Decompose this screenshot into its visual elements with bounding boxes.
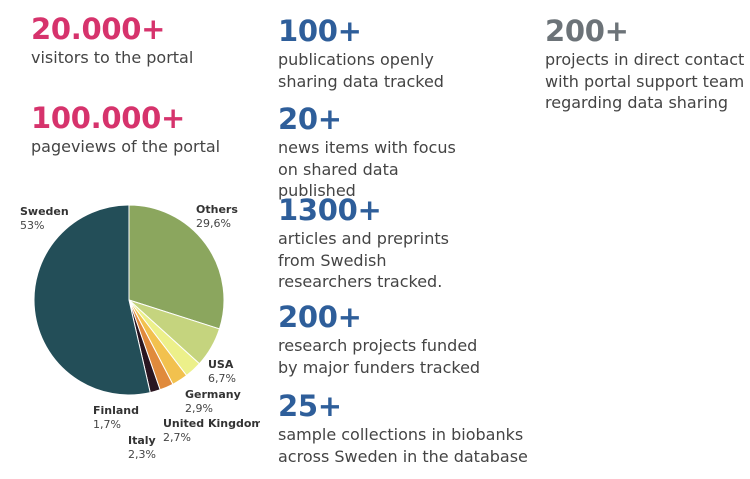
stat-projects-funded: 200+ research projects funded by major f… (278, 302, 483, 378)
pie-value-others: 29,6% (196, 217, 231, 230)
stat-number: 200+ (278, 300, 362, 334)
stat-projects-contact: 200+ projects in direct contact with por… (545, 16, 750, 114)
stat-number: 100+ (278, 14, 362, 48)
stat-text: articles and preprints from Swedish rese… (278, 229, 449, 291)
stat-text: projects in direct contact with portal s… (545, 50, 745, 112)
pie-label-finland: Finland (93, 404, 139, 417)
stat-news: 20+ news items with focus on shared data… (278, 104, 478, 202)
stat-publications: 100+ publications openly sharing data tr… (278, 16, 493, 92)
stat-collections: 25+ sample collections in biobanks acros… (278, 391, 528, 467)
pie-label-united-kingdom: United Kingdom (163, 417, 260, 430)
pie-value-italy: 2,3% (128, 448, 156, 461)
stat-number: 1300+ (278, 193, 382, 227)
pie-label-germany: Germany (185, 388, 241, 401)
pie-value-sweden: 53% (20, 219, 44, 232)
stat-number: 100.000+ (31, 101, 185, 135)
pie-label-others: Others (196, 203, 238, 216)
country-pie-chart: Sweden 53% Others 29,6% USA 6,7% Germany 2,9% Un… (0, 190, 260, 479)
pie-label-italy: Italy (128, 434, 156, 447)
stat-text: pageviews of the portal (31, 137, 221, 156)
pie-slice-others (128, 204, 225, 330)
pie-value-usa: 6,7% (208, 372, 236, 385)
pie-value-united-kingdom: 2,7% (163, 431, 191, 444)
stat-text: visitors to the portal (31, 48, 194, 67)
pie-slice-sweden (33, 204, 151, 396)
stat-text: news items with focus on shared data pub… (278, 138, 456, 200)
pie-label-usa: USA (208, 358, 234, 371)
stat-visitors: 20.000+ visitors to the portal (31, 14, 261, 69)
stat-text: sample collections in biobanks across Sw… (278, 425, 528, 466)
stat-pageviews: 100.000+ pageviews of the portal (31, 103, 261, 158)
stat-text: research projects funded by major funder… (278, 336, 481, 377)
pie-value-finland: 1,7% (93, 418, 121, 431)
stat-number: 25+ (278, 389, 342, 423)
stat-text: publications openly sharing data tracked (278, 50, 444, 91)
stat-articles: 1300+ articles and preprints from Swedis… (278, 195, 483, 293)
pie-label-sweden: Sweden (20, 205, 69, 218)
stat-number: 20.000+ (31, 12, 166, 46)
stat-number: 20+ (278, 102, 342, 136)
stat-number: 200+ (545, 14, 629, 48)
pie-value-germany: 2,9% (185, 402, 213, 415)
